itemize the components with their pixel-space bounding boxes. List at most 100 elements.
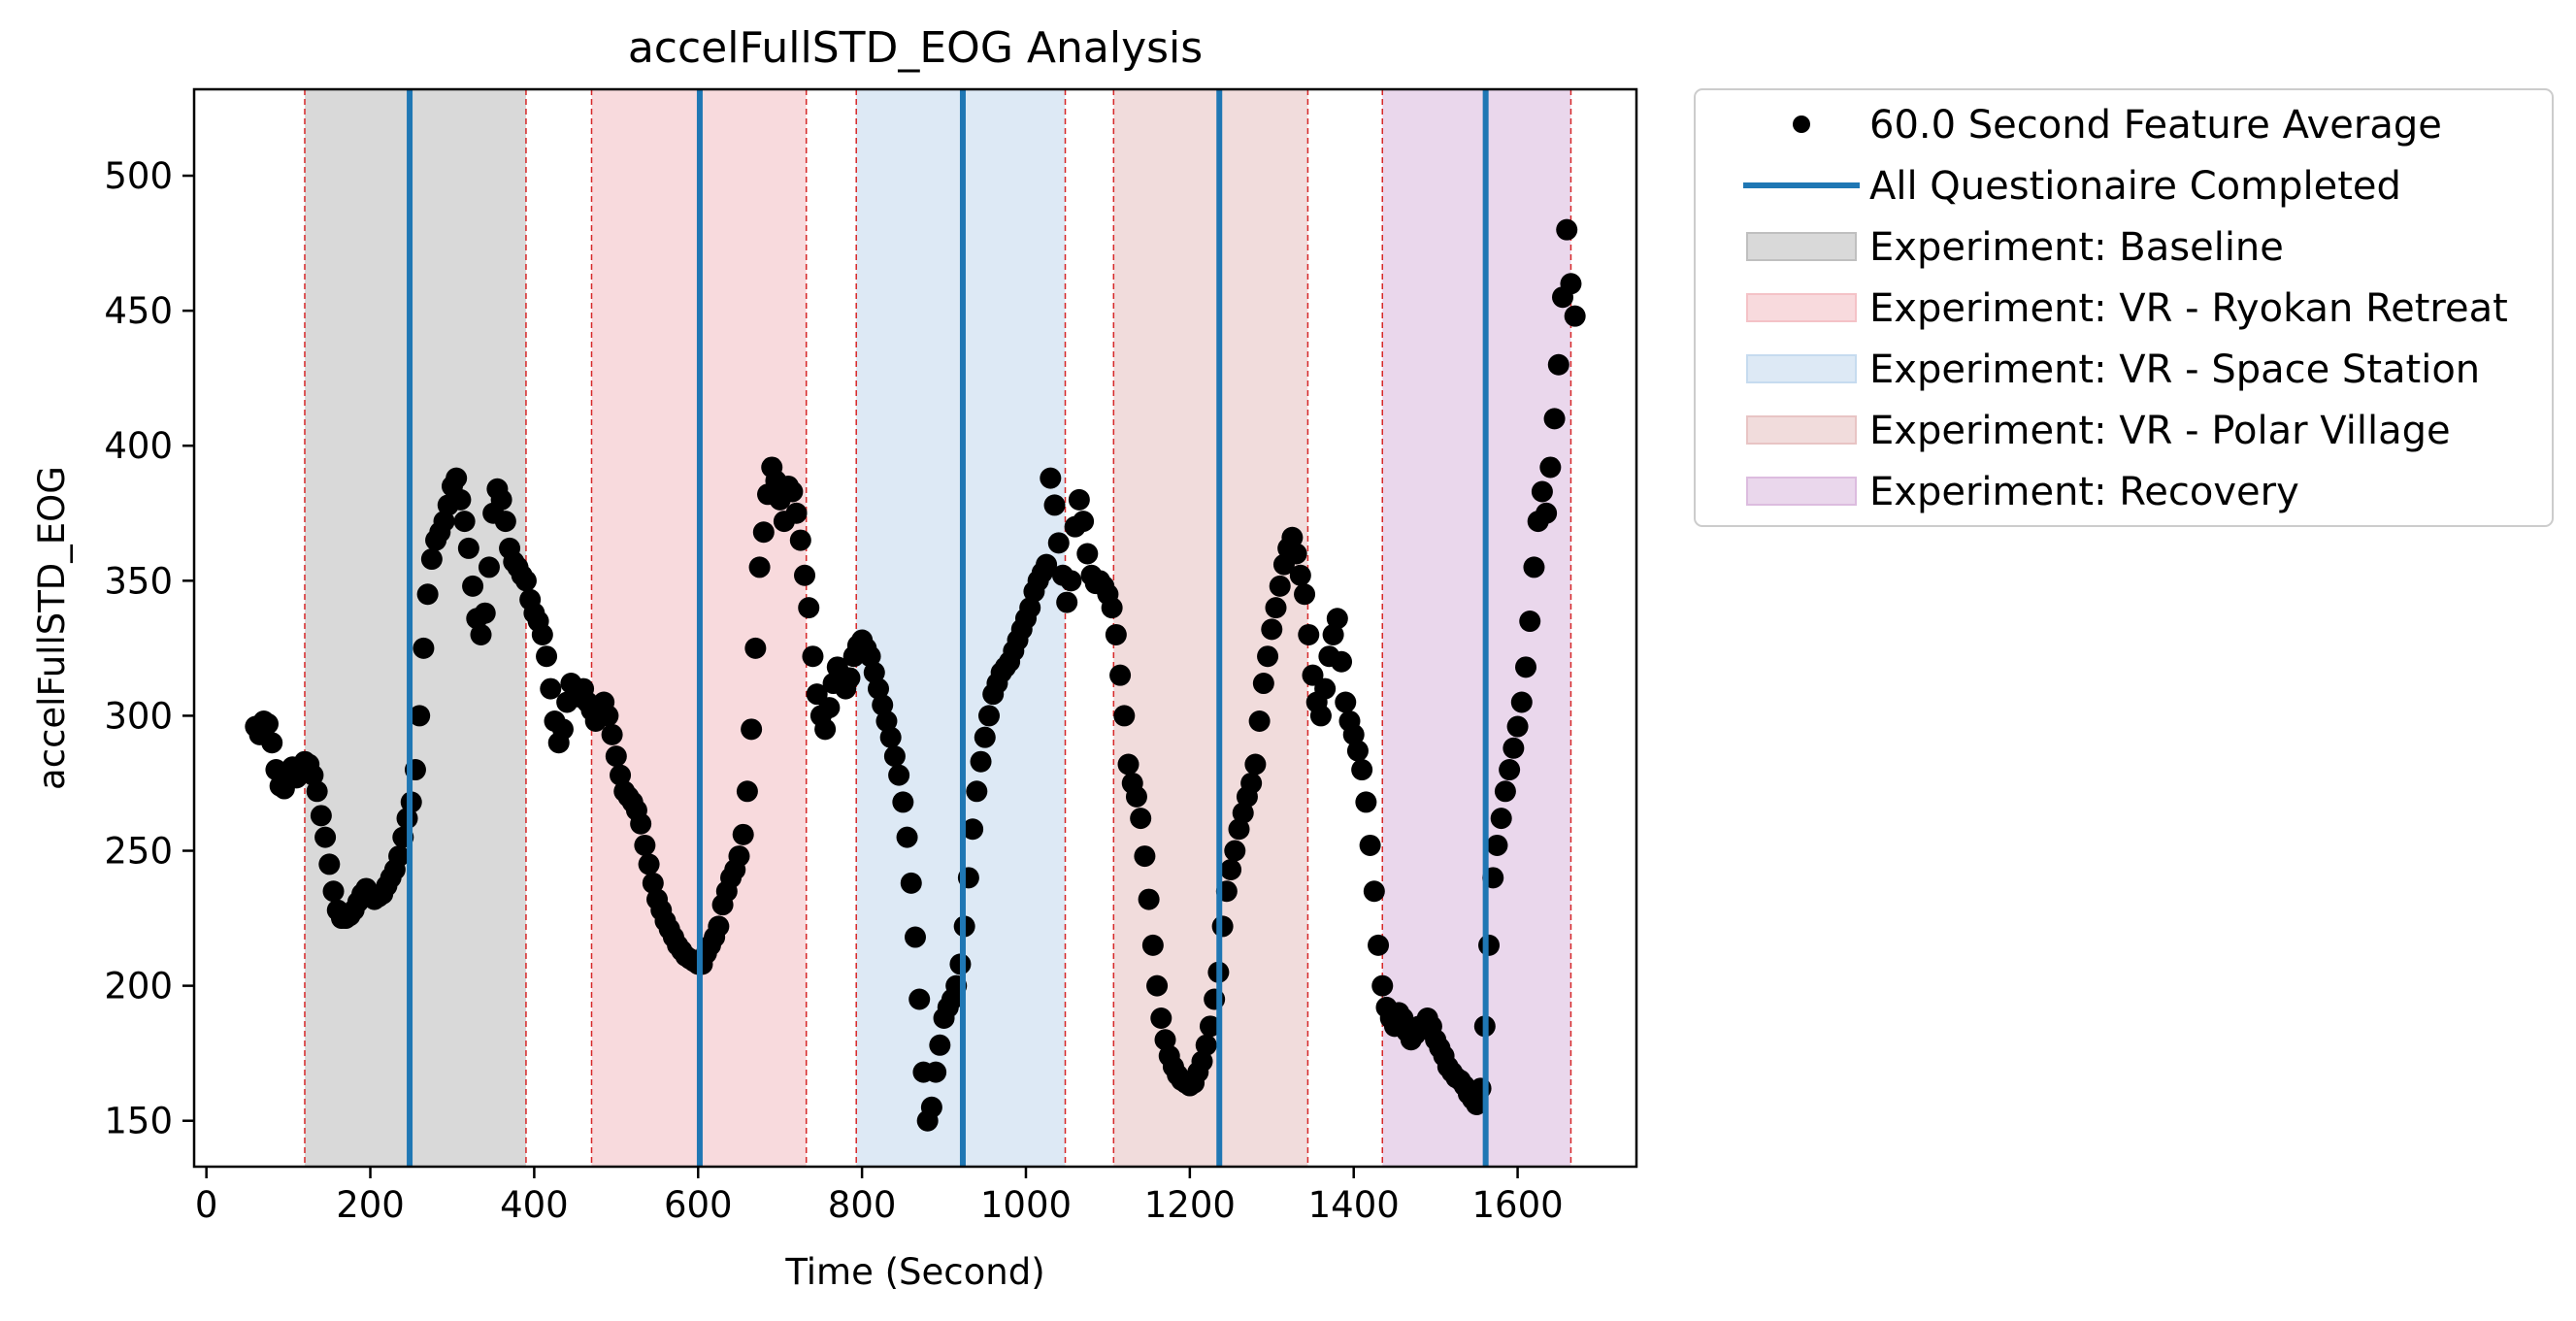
data-point — [1355, 791, 1377, 813]
data-point — [540, 677, 562, 700]
data-point — [908, 988, 931, 1010]
data-point — [446, 467, 468, 489]
data-point — [974, 726, 996, 748]
data-point — [883, 745, 906, 768]
y-axis-ticks: 150 200 250 300 350 400 450 500 — [104, 155, 194, 1142]
legend-entry-label: All Questionaire Completed — [1869, 164, 2401, 209]
data-point — [409, 705, 431, 727]
data-point — [1252, 673, 1274, 695]
data-point — [1109, 664, 1132, 686]
data-point — [1150, 1007, 1172, 1029]
data-point — [1019, 597, 1041, 619]
data-point — [638, 853, 660, 875]
data-point — [802, 645, 824, 668]
x-tick-label: 1600 — [1471, 1184, 1563, 1226]
y-tick-label: 250 — [104, 831, 173, 873]
data-point — [708, 915, 730, 938]
data-point — [1154, 1029, 1176, 1051]
data-point — [1285, 543, 1307, 565]
legend-entry-label: Experiment: VR - Ryokan Retreat — [1869, 286, 2508, 331]
data-point — [601, 723, 623, 745]
data-point — [1543, 408, 1566, 430]
data-point — [1564, 305, 1586, 327]
data-point — [863, 661, 885, 683]
data-point — [630, 812, 652, 835]
legend-entry-label: Experiment: Baseline — [1869, 225, 2284, 270]
data-point — [1076, 543, 1099, 565]
x-tick-label: 1200 — [1144, 1184, 1236, 1226]
data-point — [536, 645, 558, 668]
data-point — [261, 732, 283, 754]
data-point — [605, 745, 627, 768]
data-point — [1073, 511, 1095, 533]
data-point — [929, 1034, 951, 1056]
data-point — [420, 548, 443, 571]
data-point — [470, 623, 492, 645]
data-point — [970, 750, 992, 773]
legend-entry-label: 60.0 Second Feature Average — [1869, 103, 2442, 148]
legend: 60.0 Second Feature Average All Questiona… — [1694, 88, 2554, 527]
data-point — [977, 705, 1000, 727]
data-point — [453, 511, 476, 533]
x-tick-label: 1400 — [1308, 1184, 1400, 1226]
data-point — [859, 645, 881, 668]
data-point — [1060, 570, 1082, 592]
data-point — [1519, 611, 1541, 633]
data-point — [1265, 597, 1287, 619]
data-point — [1056, 591, 1078, 613]
data-point — [1298, 623, 1320, 645]
data-point — [1117, 753, 1139, 776]
data-point — [1322, 623, 1344, 645]
data-point — [1138, 888, 1160, 910]
data-point — [925, 1061, 947, 1083]
data-point — [1335, 691, 1357, 713]
y-tick-label: 450 — [104, 290, 173, 332]
data-point — [1068, 488, 1090, 511]
data-point — [474, 602, 496, 624]
data-point — [1289, 564, 1311, 586]
data-point — [1294, 583, 1316, 606]
questionnaire-lines — [407, 89, 1489, 1167]
data-point — [514, 570, 537, 592]
data-point — [1141, 934, 1164, 956]
data-point — [1556, 218, 1578, 241]
data-point — [1261, 618, 1283, 641]
legend-marker-icon — [1793, 116, 1810, 133]
legend-patch-icon — [1746, 232, 1857, 261]
data-point — [1523, 556, 1545, 578]
data-point — [1269, 575, 1291, 597]
data-point — [1503, 737, 1525, 759]
data-point — [748, 556, 771, 578]
data-point — [1036, 553, 1058, 576]
data-point — [741, 718, 763, 741]
data-point — [905, 926, 926, 948]
data-point — [1359, 834, 1381, 856]
legend-patch-icon — [1746, 354, 1857, 383]
data-point — [1478, 934, 1501, 956]
legend-patch-icon — [1746, 477, 1857, 506]
data-point — [1351, 759, 1373, 781]
x-tick-label: 400 — [500, 1184, 569, 1226]
chart-title: accelFullSTD_EOG Analysis — [628, 23, 1203, 73]
period-band-1 — [304, 89, 526, 1167]
data-point — [1244, 753, 1267, 776]
data-point — [785, 502, 808, 524]
y-tick-label: 200 — [104, 966, 173, 1007]
data-point — [1515, 656, 1537, 678]
legend-entry-label: Experiment: Recovery — [1869, 470, 2299, 514]
data-point — [1547, 353, 1569, 376]
data-point — [1257, 645, 1279, 668]
data-point — [1228, 818, 1250, 841]
data-point — [1486, 834, 1508, 856]
data-point — [868, 677, 890, 700]
data-point — [1195, 1034, 1217, 1056]
data-point — [839, 667, 861, 689]
data-point — [1466, 1094, 1488, 1116]
x-axis-ticks: 0 200 400 600 800 1000 1200 1400 1600 — [195, 1167, 1564, 1226]
data-point — [1363, 880, 1385, 903]
data-point — [818, 697, 841, 719]
y-tick-label: 300 — [104, 695, 173, 737]
data-point — [794, 564, 816, 586]
data-point — [1326, 608, 1348, 630]
data-point — [490, 488, 512, 511]
